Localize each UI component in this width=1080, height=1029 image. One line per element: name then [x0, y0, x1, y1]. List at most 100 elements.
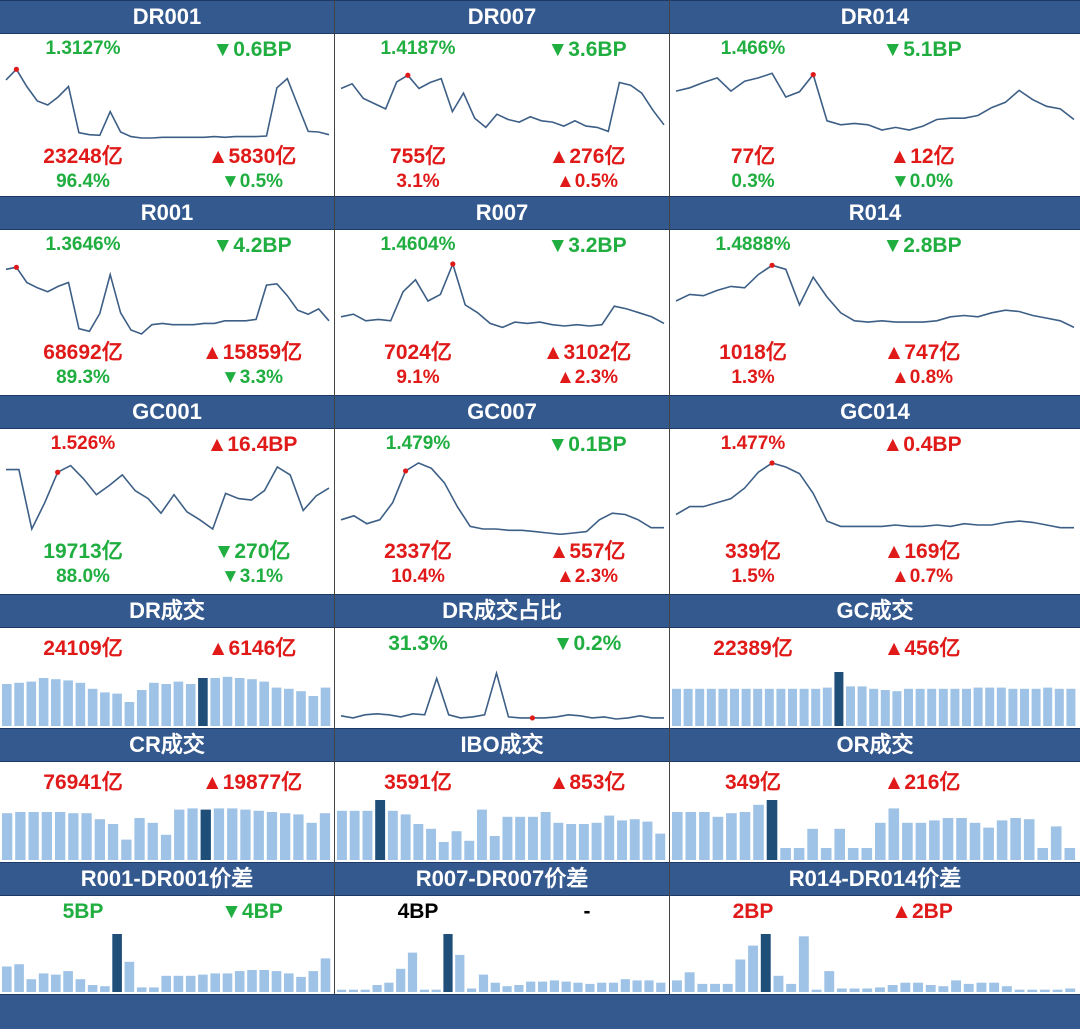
bar	[950, 688, 960, 726]
bar	[362, 810, 373, 860]
bar	[26, 979, 37, 992]
bar	[929, 820, 940, 860]
bar-highlight	[443, 934, 453, 992]
down-arrow-icon: ▼	[552, 632, 574, 655]
bar	[15, 812, 26, 860]
share-value: 1.5%	[731, 566, 775, 587]
panel-IBO成交: IBO成交 3591亿 ▲853亿	[335, 728, 670, 862]
bar	[526, 981, 536, 992]
panel-title: DR成交占比	[335, 594, 669, 628]
headline-value: 31.3%	[388, 632, 448, 655]
panel-OR成交: OR成交 349亿 ▲216亿	[670, 728, 1080, 862]
panel-DR成交占比: DR成交占比 31.3% ▼0.2%	[335, 594, 670, 728]
panel-R014-DR014价差: R014-DR014价差 2BP ▲2BP	[670, 862, 1080, 994]
panel-DR成交: DR成交 24109亿 ▲6146亿	[0, 594, 335, 728]
line-chart	[340, 462, 664, 535]
bar	[87, 985, 98, 992]
rate-change: ▼3.6BP	[547, 38, 626, 62]
peak-point	[55, 469, 61, 475]
bar	[695, 688, 705, 726]
panel-title: DR成交	[0, 594, 334, 628]
share-change-value: 3.1%	[239, 566, 284, 587]
bar	[438, 842, 449, 860]
bar	[824, 971, 835, 992]
bar	[788, 688, 797, 726]
bar	[983, 827, 994, 860]
bar	[63, 680, 73, 726]
up-arrow-icon: ▲	[891, 900, 912, 923]
bar-highlight	[112, 934, 122, 992]
bar	[308, 971, 319, 992]
rate-change-value: 2.8BP	[903, 234, 962, 257]
bar	[617, 820, 627, 860]
share-change-value: 3.3%	[239, 367, 284, 388]
headline-value: 4BP	[397, 900, 439, 923]
bar	[185, 684, 196, 726]
share-value: 96.4%	[56, 171, 110, 192]
bar	[136, 690, 147, 726]
bar	[857, 686, 867, 726]
volume-change: ▲169亿	[884, 535, 961, 565]
rate-value: 1.477%	[720, 433, 786, 454]
bar	[915, 822, 927, 860]
bar	[502, 816, 513, 860]
bar	[296, 691, 306, 726]
bar-chart	[672, 934, 1076, 992]
bar	[1014, 989, 1025, 992]
headline-change: ▲216亿	[884, 766, 961, 796]
peak-point	[529, 715, 536, 721]
bar	[672, 980, 682, 992]
bar	[538, 981, 548, 992]
bar	[308, 696, 319, 726]
share-value: 3.1%	[396, 171, 440, 192]
share-value: 1.3%	[731, 367, 775, 388]
headline-value: 349亿	[724, 771, 782, 794]
bar	[161, 975, 171, 992]
bar	[81, 813, 92, 860]
bar	[780, 848, 791, 860]
rate-change-value: 0.6BP	[233, 38, 292, 61]
bar	[100, 692, 110, 726]
bar	[419, 989, 429, 992]
bar	[836, 988, 847, 992]
volume-value: 68692亿	[43, 341, 123, 364]
panel-GC成交: GC成交 22389亿 ▲456亿	[670, 594, 1080, 728]
down-arrow-icon: ▼	[890, 171, 910, 192]
bar	[685, 812, 697, 860]
volume-change-value: 557亿	[569, 540, 626, 563]
bar	[1064, 848, 1076, 860]
bar	[234, 971, 245, 992]
line-chart	[675, 262, 1075, 329]
headline-change-value: -	[583, 900, 591, 923]
volume-change: ▼270亿	[214, 535, 291, 565]
rate-value: 1.466%	[720, 38, 786, 59]
volume-change: ▲3102亿	[543, 336, 632, 366]
bar	[14, 964, 24, 992]
line-chart	[5, 264, 330, 335]
share-change-value: 0.7%	[909, 566, 954, 587]
panel-title: OR成交	[670, 728, 1080, 762]
bar	[68, 813, 79, 860]
bar	[253, 810, 264, 860]
headline-change-value: 216亿	[904, 771, 961, 794]
bar	[880, 690, 890, 726]
share-change: ▲0.8%	[891, 367, 953, 389]
headline-change: ▼0.2%	[553, 632, 622, 656]
up-arrow-icon: ▲	[542, 341, 564, 364]
down-arrow-icon: ▼	[212, 234, 234, 257]
bar	[938, 986, 949, 992]
bar-highlight	[834, 672, 844, 726]
headline-change-value: 2BP	[911, 900, 953, 923]
up-arrow-icon: ▲	[882, 433, 904, 456]
bar	[786, 983, 797, 992]
volume-change-value: 12亿	[910, 145, 955, 168]
bar	[240, 809, 251, 860]
bar	[213, 808, 225, 860]
bar	[1037, 848, 1048, 860]
share-value: 10.4%	[391, 566, 445, 587]
share-value: 88.0%	[56, 566, 110, 587]
bar	[38, 973, 49, 992]
bar	[753, 804, 764, 860]
panel-DR014: DR014 1.466% ▼5.1BP 77亿 ▲12亿 0.3% ▼0.0%	[670, 0, 1080, 196]
bar	[847, 848, 859, 860]
